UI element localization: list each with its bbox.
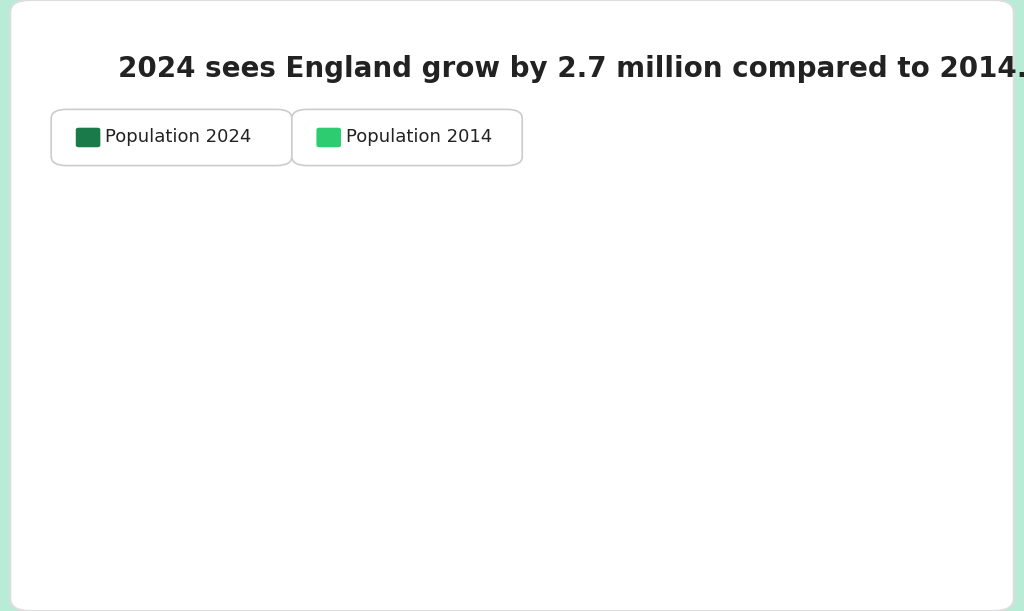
Bar (577, 404, 638, 532)
Bar (325, 308, 386, 532)
Bar (707, 453, 767, 532)
Bar (68, 68, 76, 89)
Bar (89, 64, 96, 89)
X-axis label: Country: Country (441, 560, 521, 578)
Bar (78, 57, 86, 89)
Bar (386, 314, 447, 532)
Bar (515, 400, 577, 532)
Bar (196, 312, 256, 532)
Text: +235,000: +235,000 (152, 259, 227, 274)
Bar (767, 456, 828, 532)
Text: Population 2014: Population 2014 (346, 128, 493, 147)
Text: 2024 sees England grow by 2.7 million compared to 2014.: 2024 sees England grow by 2.7 million co… (118, 55, 1024, 83)
Text: Population 2024: Population 2024 (105, 128, 252, 147)
Bar (134, 302, 196, 532)
